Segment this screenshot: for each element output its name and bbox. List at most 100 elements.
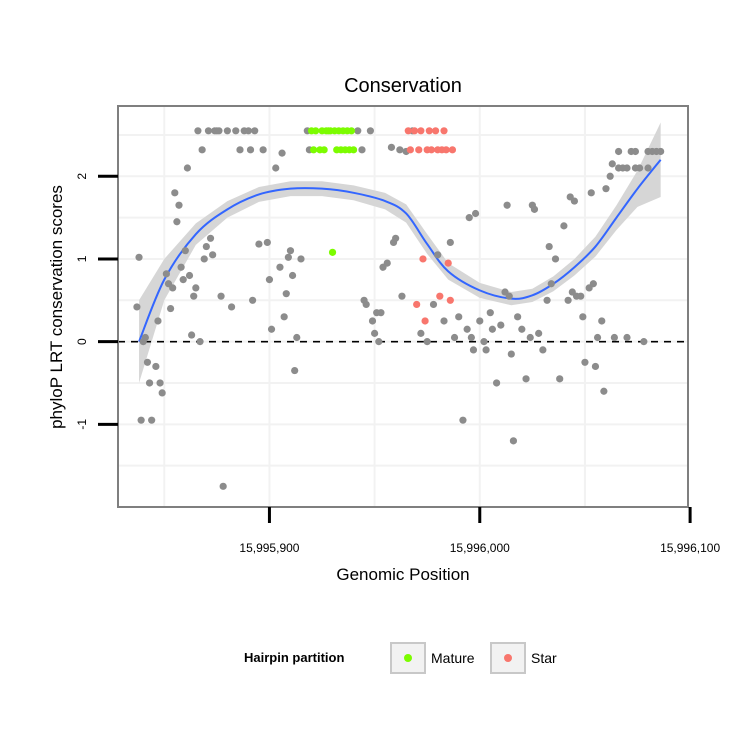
data-point-other — [423, 338, 431, 346]
data-point-other — [509, 437, 518, 445]
data-point-other — [141, 333, 149, 342]
legend: Hairpin partition Mature Star — [244, 642, 557, 674]
legend-label-mature: Mature — [431, 650, 475, 666]
data-point-other — [467, 333, 475, 342]
data-point-other — [219, 482, 227, 490]
data-point-other — [152, 362, 160, 371]
grid — [118, 106, 688, 507]
legend-label-star: Star — [531, 650, 557, 666]
data-point-other — [137, 416, 145, 424]
data-point-other — [623, 164, 631, 172]
data-point-other — [377, 309, 385, 317]
data-point-other — [143, 358, 152, 366]
data-point-other — [514, 313, 522, 321]
data-point-other — [488, 325, 496, 333]
data-point-other — [455, 313, 463, 321]
data-point-other — [434, 251, 442, 259]
y-tick-label: 0 — [75, 338, 89, 345]
data-point-other — [429, 300, 438, 309]
data-point-other — [535, 329, 543, 337]
data-point-other — [263, 238, 271, 247]
data-point-other — [156, 379, 164, 387]
data-point-other — [465, 214, 473, 222]
data-point-other — [169, 284, 177, 292]
data-point-star — [427, 146, 435, 154]
data-point-other — [284, 253, 292, 261]
data-point-other — [608, 160, 616, 168]
data-point-other — [217, 292, 225, 300]
data-point-other — [177, 263, 185, 271]
data-point-other — [354, 127, 362, 135]
data-point-other — [259, 146, 267, 154]
data-point-other — [215, 127, 223, 135]
data-point-other — [482, 346, 490, 354]
data-point-mature — [310, 146, 318, 154]
plot-panel-border — [117, 105, 689, 508]
data-point-other — [530, 205, 539, 213]
data-point-other — [606, 172, 614, 180]
data-point-other — [246, 146, 255, 154]
data-point-other — [543, 296, 551, 304]
data-point-other — [297, 255, 305, 263]
data-point-other — [272, 164, 280, 172]
data-point-other — [265, 276, 274, 284]
confidence-band — [139, 122, 661, 383]
data-point-other — [249, 296, 257, 304]
data-point-star — [406, 146, 414, 154]
data-point-other — [497, 321, 505, 329]
data-point-other — [371, 329, 379, 337]
data-point-other — [194, 127, 202, 135]
data-point-mature — [320, 146, 328, 154]
data-point-star — [415, 146, 423, 154]
data-point-other — [148, 416, 156, 424]
data-point-other — [175, 201, 183, 209]
data-point-other — [579, 313, 587, 321]
data-point-star — [425, 127, 433, 135]
legend-swatch-star — [504, 654, 512, 662]
data-point-other — [362, 300, 370, 309]
data-point-other — [614, 164, 623, 172]
data-point-other — [280, 313, 288, 321]
data-point-star — [436, 292, 444, 300]
data-points — [133, 127, 665, 490]
data-point-star — [442, 146, 450, 154]
data-point-other — [589, 280, 597, 288]
legend-title: Hairpin partition — [244, 650, 344, 665]
data-point-star — [417, 127, 425, 135]
data-point-other — [244, 127, 253, 135]
data-point-mature — [312, 127, 320, 135]
data-point-other — [392, 234, 400, 242]
data-point-star — [440, 127, 448, 135]
data-point-other — [644, 164, 652, 172]
data-point-other — [366, 127, 374, 135]
data-point-other — [518, 325, 526, 333]
data-point-other — [188, 331, 196, 339]
data-point-other — [162, 270, 170, 278]
data-point-star — [446, 296, 454, 304]
data-point-other — [440, 317, 448, 325]
data-point-other — [587, 189, 595, 197]
data-point-other — [545, 242, 553, 251]
data-point-other — [204, 127, 213, 135]
data-point-other — [505, 292, 513, 300]
data-point-other — [200, 255, 208, 263]
data-point-other — [236, 146, 244, 154]
data-point-other — [276, 263, 284, 271]
data-point-other — [196, 338, 204, 346]
data-point-star — [413, 300, 421, 309]
data-point-other — [173, 218, 181, 226]
data-point-other — [145, 379, 154, 387]
data-point-other — [446, 238, 454, 247]
data-point-other — [286, 247, 295, 255]
data-point-other — [480, 338, 488, 346]
data-point-other — [368, 317, 377, 325]
data-point-other — [631, 147, 640, 156]
data-point-star — [404, 127, 412, 135]
data-point-other — [190, 292, 198, 300]
data-point-other — [526, 333, 534, 342]
data-point-star — [421, 317, 429, 325]
data-point-other — [358, 146, 366, 154]
smooth-line — [138, 159, 662, 343]
data-point-other — [476, 317, 484, 325]
data-point-other — [560, 222, 568, 230]
